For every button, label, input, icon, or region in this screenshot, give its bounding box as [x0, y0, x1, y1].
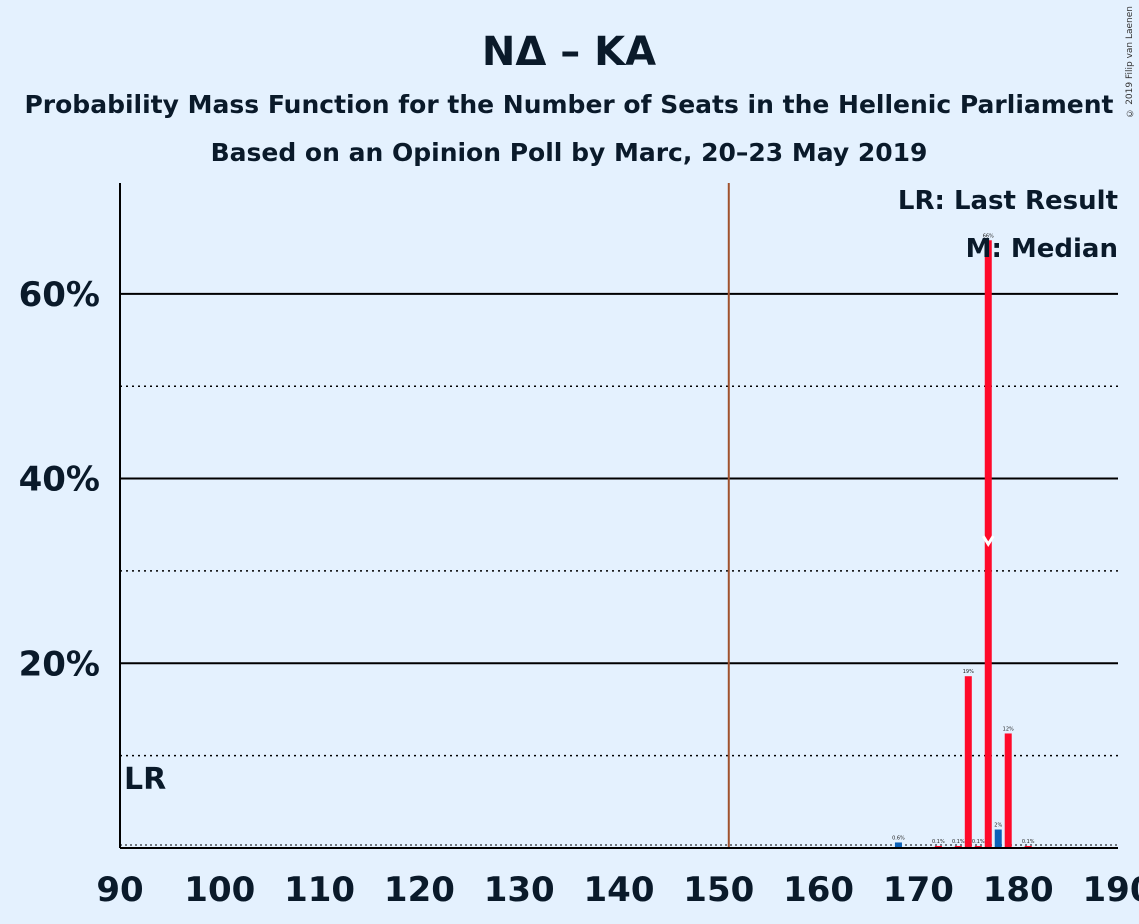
bar-value-label: 0.1%: [972, 839, 985, 845]
x-tick-label: 90: [96, 870, 143, 910]
x-tick-label: 140: [584, 870, 655, 910]
copyright-notice: © 2019 Filip van Laenen: [1125, 6, 1135, 118]
y-tick-label: 40%: [19, 460, 100, 500]
x-tick-label: 100: [184, 870, 255, 910]
bar-seat-179: [1004, 733, 1012, 848]
bar-value-label: 12%: [1003, 726, 1014, 732]
x-tick-label: 110: [284, 870, 355, 910]
x-tick-label: 180: [983, 870, 1054, 910]
gridlines: [120, 183, 1118, 848]
bar-seat-178: [994, 829, 1002, 848]
x-tick-label: 130: [484, 870, 555, 910]
bar-value-label: 0.1%: [1022, 839, 1035, 845]
x-tick-label: 170: [883, 870, 954, 910]
x-tick-label: 120: [384, 870, 455, 910]
x-tick-label: 150: [683, 870, 754, 910]
x-tick-label: 160: [783, 870, 854, 910]
y-tick-label: 20%: [19, 644, 100, 684]
axes: [119, 183, 1118, 849]
bar-value-label: 0.1%: [952, 839, 965, 845]
legend-median: M: Median: [966, 234, 1118, 264]
bar-seat-168: [894, 842, 902, 848]
bar-value-label: 0.1%: [932, 839, 945, 845]
bar-seat-175: [964, 676, 972, 848]
chart-subtitle: Probability Mass Function for the Number…: [24, 90, 1113, 119]
chart-subtitle-2: Based on an Opinion Poll by Marc, 20–23 …: [211, 138, 928, 167]
chart-title: ΝΔ – ΚΑ: [482, 29, 656, 75]
x-tick-label: 190: [1083, 870, 1139, 910]
tick-labels: 90 100 110 120 130 140 150 160 170 180 190 20% 40% 60…: [19, 275, 1139, 910]
bar-value-label: 0.6%: [892, 835, 905, 841]
bar-value-label: 19%: [963, 669, 974, 675]
y-tick-label: 60%: [19, 275, 100, 315]
bar-value-label: 2%: [994, 823, 1002, 829]
last-result-marker: LR: [124, 762, 166, 797]
legend-last-result: LR: Last Result: [898, 186, 1118, 216]
bar-value-label: 66%: [983, 233, 994, 239]
median-marker: [981, 535, 995, 547]
